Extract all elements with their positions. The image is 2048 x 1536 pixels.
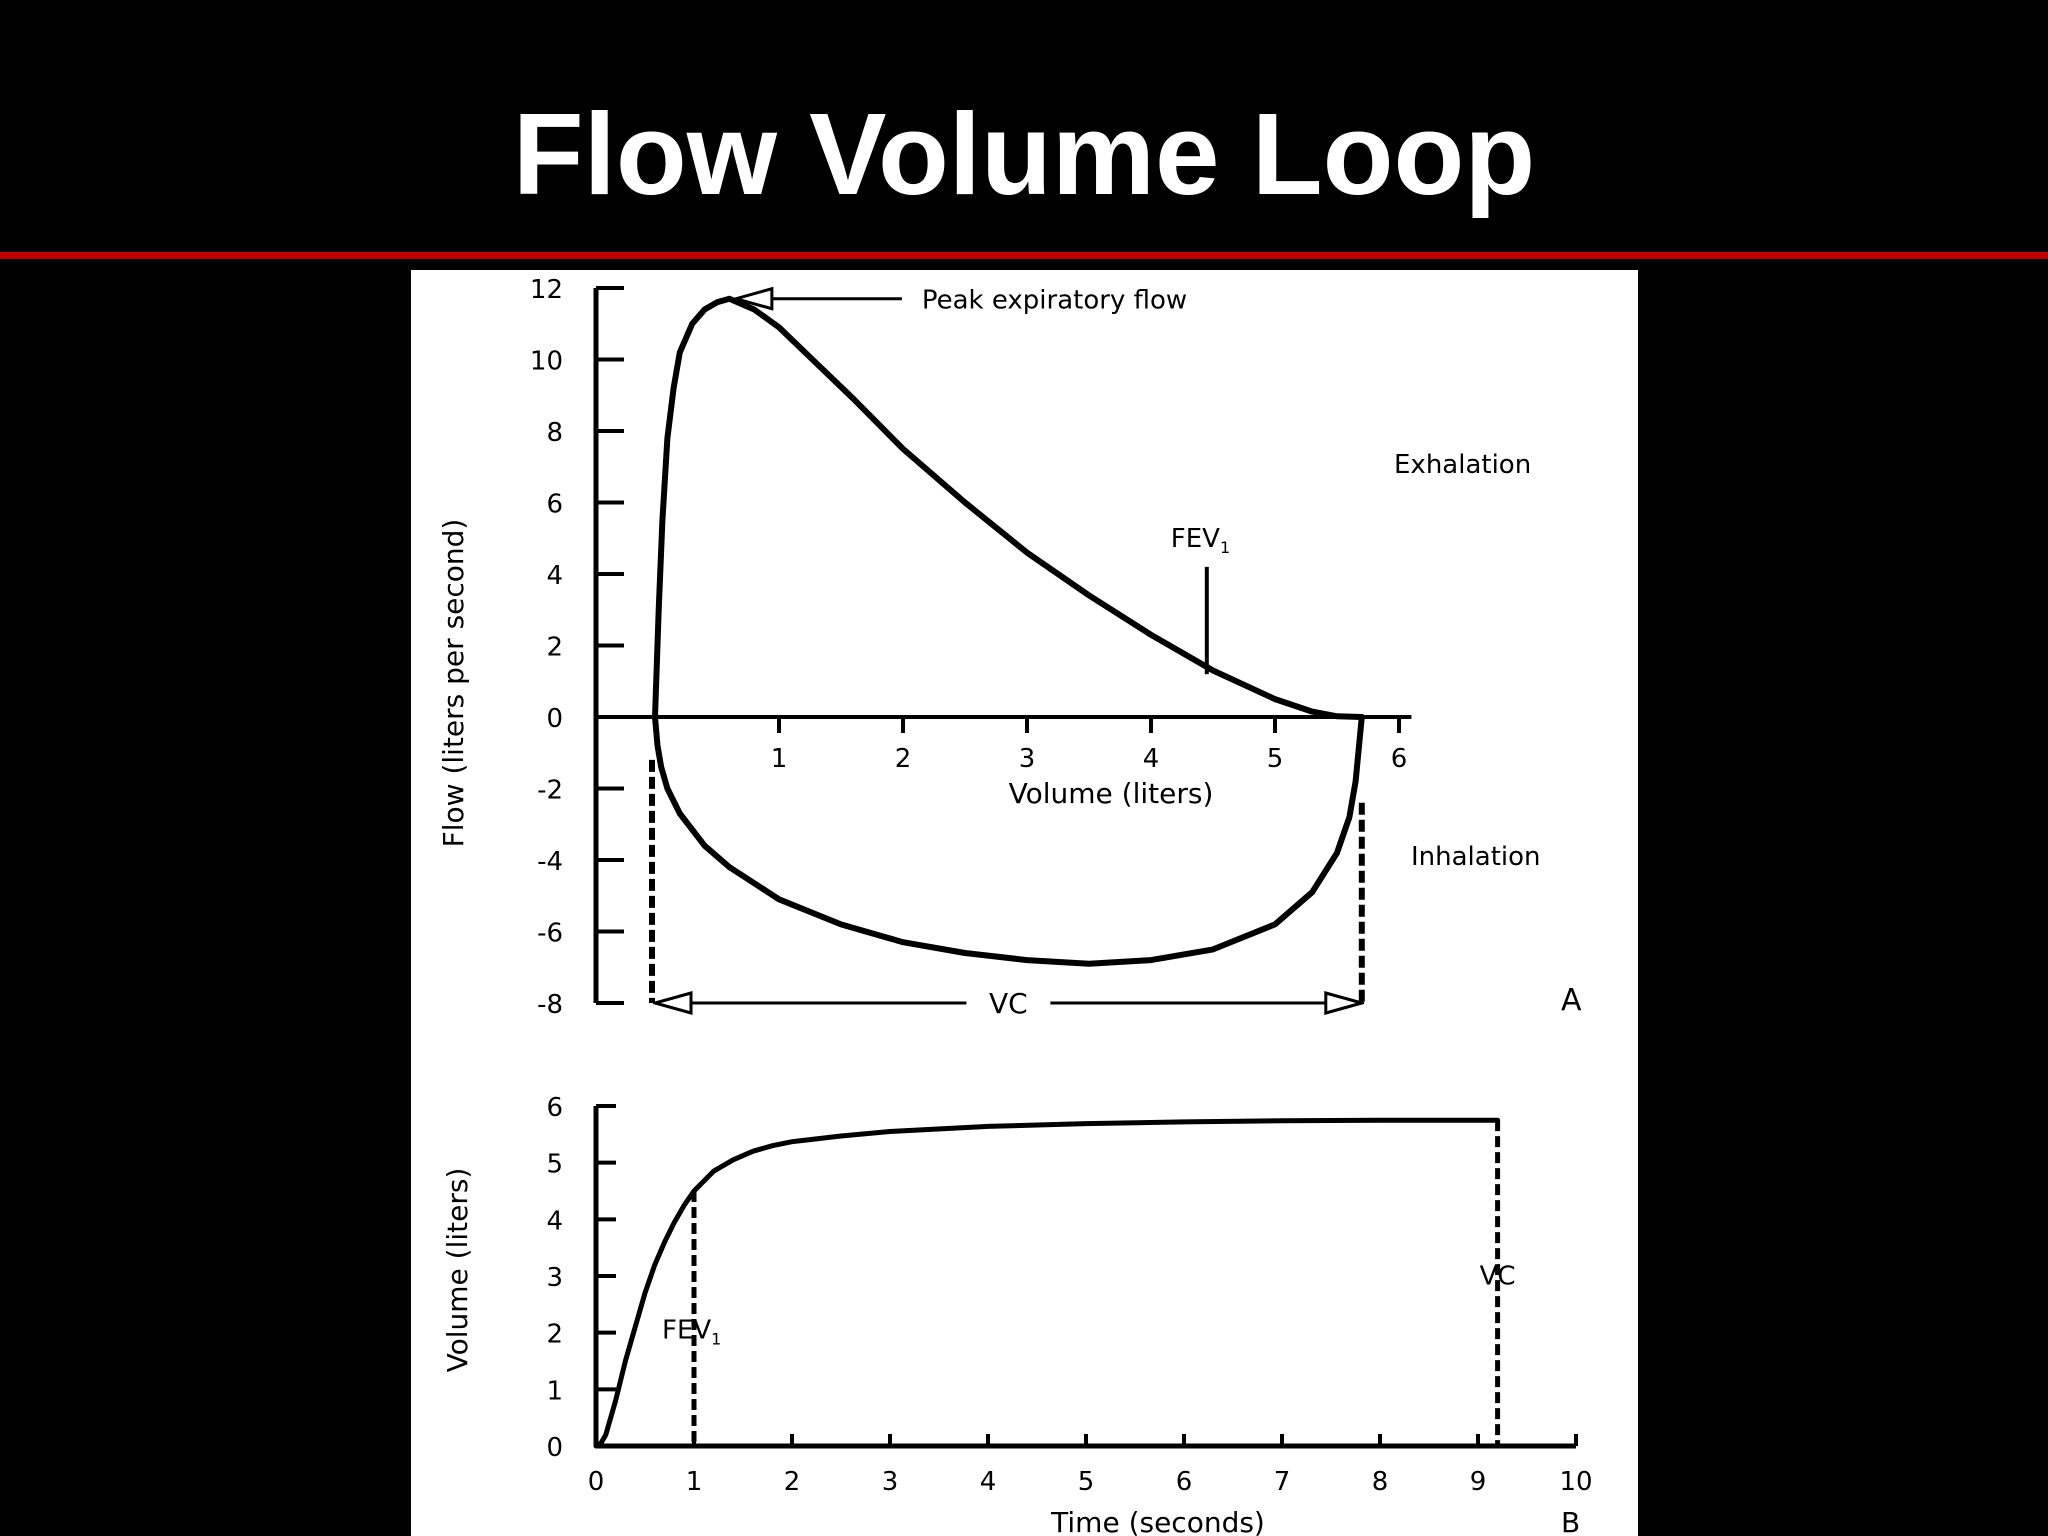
y-tick-label: 2 [546,633,563,663]
fev1-subscript: 1 [1220,538,1230,557]
y-tick-label: 0 [546,1433,563,1463]
fev1-label: FEV1 [1171,524,1230,557]
x-tick-label: 0 [588,1467,605,1497]
x-tick-label: 5 [1267,744,1284,774]
y-tick-label: 12 [530,275,563,305]
x-tick-label: 3 [1019,744,1036,774]
y-tick-label: 6 [546,490,563,520]
panel-b-y-ticks: 0 1 2 3 4 5 6 [546,1093,616,1463]
y-tick-label: 4 [546,1206,563,1236]
fev1-subscript-b: 1 [711,1329,721,1348]
x-tick-label: 4 [980,1467,997,1497]
x-tick-label: 9 [1470,1467,1487,1497]
panel-b-annotations: FEV1 VC B Time (seconds) Volume (liters) [441,1120,1580,1536]
y-tick-label: -8 [537,990,563,1020]
x-tick-label: 8 [1372,1467,1389,1497]
y-tick-label: 4 [546,561,563,591]
inspiration-curve [652,714,1365,967]
x-tick-label: 10 [1559,1467,1592,1497]
exhalation-label: Exhalation [1394,450,1531,480]
vc-label: VC [989,987,1028,1020]
x-tick-label: 3 [882,1467,899,1497]
x-tick-label: 4 [1143,744,1160,774]
x-tick-label: 5 [1078,1467,1095,1497]
inhalation-label: Inhalation [1411,842,1541,872]
panel-a-axes [593,288,1412,1003]
x-tick-label: 2 [784,1467,801,1497]
panel-b-y-axis-label: Volume (liters) [441,1168,474,1373]
volume-time-curve [593,1117,1501,1449]
y-tick-label: -4 [537,847,563,877]
panel-a-annotations: Peak expiratory flow Exhalation Inhalati… [437,286,1582,1020]
panel-a-series [652,295,1365,967]
y-tick-label: -6 [537,919,563,949]
panel-a-x-axis-label: Volume (liters) [1009,777,1214,810]
peak-expiratory-flow-label: Peak expiratory flow [922,286,1187,316]
y-tick-label: 3 [546,1263,563,1293]
x-tick-label: 1 [686,1467,703,1497]
panel-a-x-ticks: 1 2 3 4 5 6 [771,717,1408,774]
panel-a-y-ticks: 12 10 8 6 4 2 0 -2 -4 -6 -8 [530,275,624,1020]
fev1-text: FEV [1171,524,1220,554]
x-tick-label: 6 [1391,744,1408,774]
expiration-curve [652,295,1365,720]
y-tick-label: 6 [546,1093,563,1123]
vc-label-b: VC [1480,1262,1516,1292]
x-tick-label: 2 [895,744,912,774]
y-tick-label: 2 [546,1320,563,1350]
x-tick-label: 6 [1176,1467,1193,1497]
y-tick-label: 10 [530,347,563,377]
title-rule [0,252,2048,259]
y-tick-label: 5 [546,1150,563,1180]
y-tick-label: -2 [537,776,563,806]
panel-b-x-ticks: 0 1 2 3 4 5 6 7 8 9 10 [588,1434,1593,1497]
x-tick-label: 1 [771,744,788,774]
fev1-text-b: FEV [662,1315,711,1345]
panel-b-x-axis-label: Time (seconds) [1050,1506,1265,1536]
x-tick-label: 7 [1274,1467,1291,1497]
slide-title: Flow Volume Loop [512,89,1536,219]
panel-b-label: B [1561,1506,1580,1536]
fev1-label-b: FEV1 [662,1315,721,1348]
y-tick-label: 0 [546,704,563,734]
panel-a-y-axis-label: Flow (liters per second) [437,519,470,848]
y-tick-label: 1 [546,1376,563,1406]
panel-a-label: A [1561,983,1582,1018]
y-tick-label: 8 [546,418,563,448]
panel-b-series [593,1117,1501,1449]
